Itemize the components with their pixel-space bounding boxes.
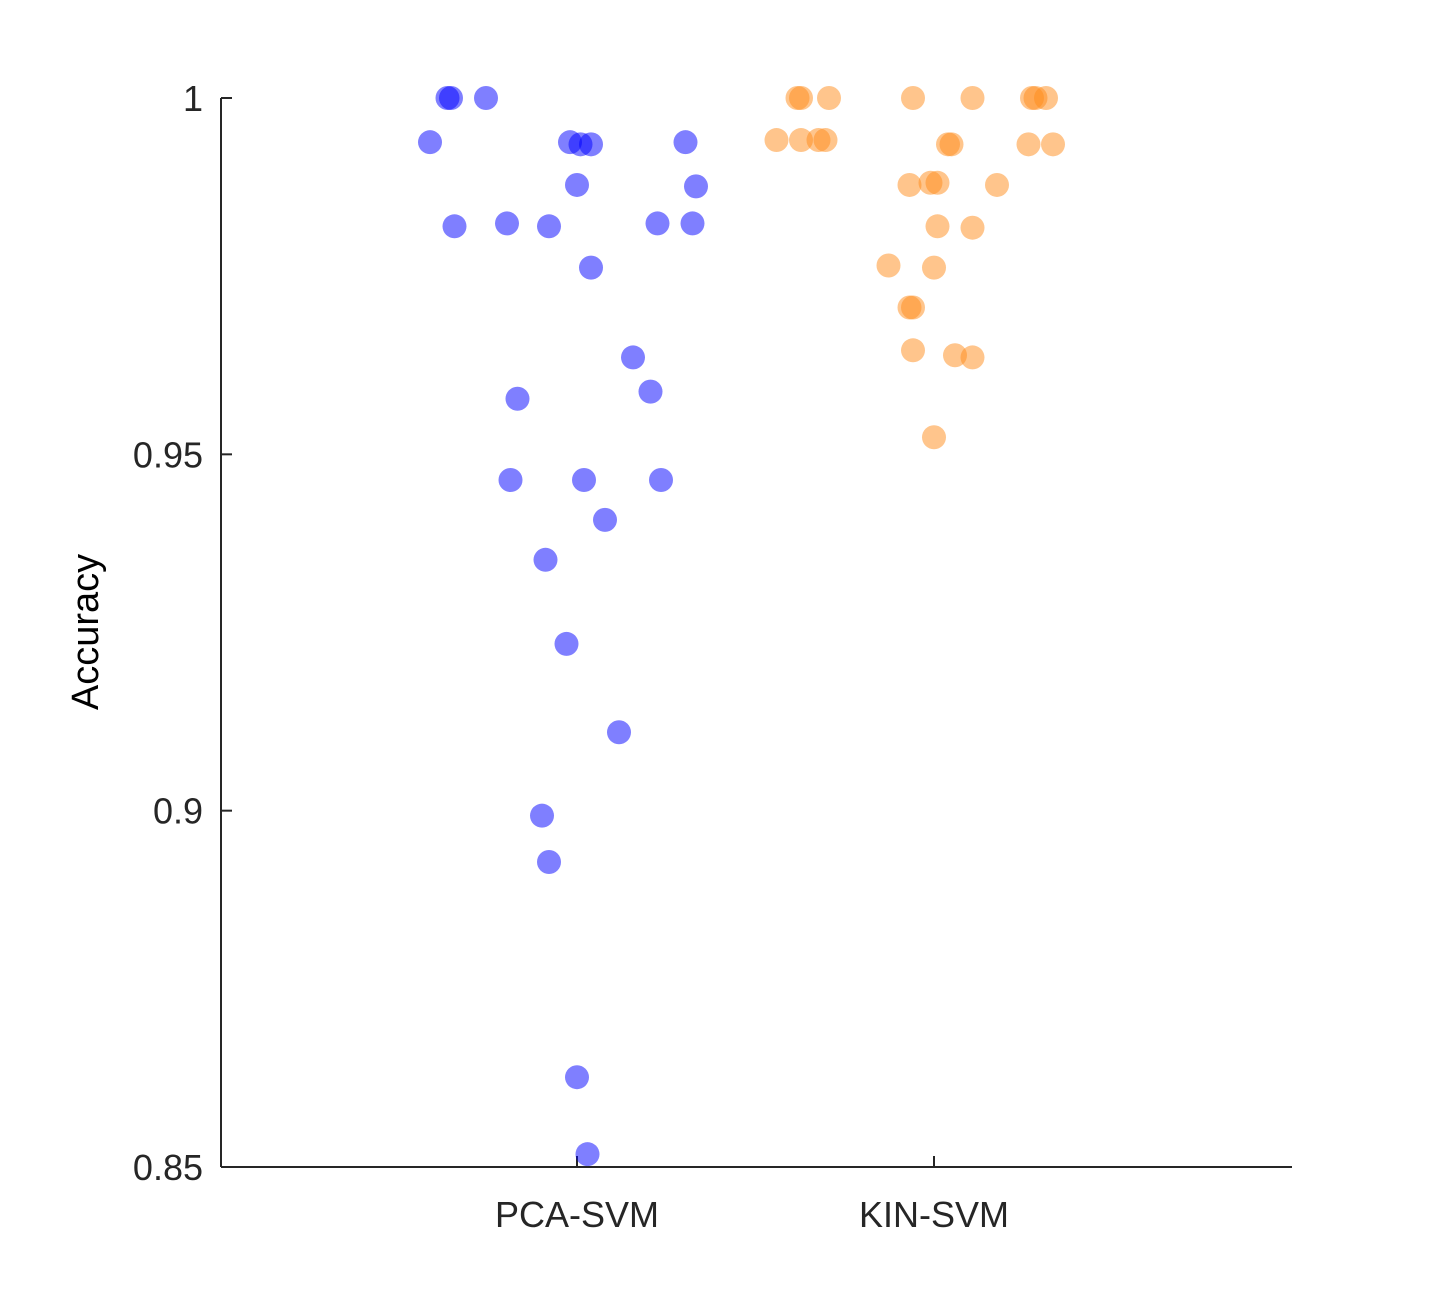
data-point-pca-svm <box>638 379 663 404</box>
y-axis-title: Accuracy <box>65 554 107 710</box>
data-point-kin-svm <box>985 172 1009 197</box>
data-point-kin-svm <box>1034 86 1058 110</box>
data-point-pca-svm <box>495 211 519 236</box>
data-point-pca-svm <box>649 467 673 492</box>
data-point-kin-svm <box>960 215 985 240</box>
data-point-kin-svm <box>1041 132 1065 157</box>
data-point-pca-svm <box>575 1142 600 1167</box>
data-point-kin-svm <box>897 172 922 197</box>
data-point-pca-svm <box>565 1065 589 1090</box>
y-tick-label: 0.9 <box>153 791 203 832</box>
y-tick-label: 0.95 <box>133 434 203 475</box>
data-point-pca-svm <box>533 547 558 572</box>
data-point-pca-svm <box>684 174 708 199</box>
data-point-pca-svm <box>565 172 589 197</box>
data-point-kin-svm <box>817 86 841 110</box>
x-tick-label-pca-svm: PCA-SVM <box>495 1194 659 1235</box>
data-point-pca-svm <box>680 211 705 236</box>
data-point-kin-svm <box>789 86 813 110</box>
axes <box>220 98 1292 1168</box>
data-point-pca-svm <box>673 130 698 155</box>
y-ticks: 0.85 0.9 0.95 1 <box>133 78 232 1188</box>
data-point-kin-svm <box>939 132 964 157</box>
data-point-pca-svm <box>439 86 463 110</box>
data-point-kin-svm <box>925 214 950 239</box>
data-point-pca-svm <box>537 849 561 874</box>
data-point-pca-svm <box>593 507 617 532</box>
data-point-kin-svm <box>960 86 985 110</box>
data-point-pca-svm <box>554 631 579 656</box>
data-point-pca-svm <box>572 467 596 492</box>
data-point-pca-svm <box>579 255 603 280</box>
x-ticks: PCA-SVM KIN-SVM <box>495 1156 1009 1235</box>
y-tick-label: 1 <box>183 78 203 119</box>
data-point-pca-svm <box>474 86 498 110</box>
data-point-kin-svm <box>876 253 901 278</box>
data-point-kin-svm <box>813 128 838 153</box>
data-point-kin-svm <box>922 425 946 450</box>
data-point-pca-svm <box>442 214 467 239</box>
data-point-kin-svm <box>901 86 925 110</box>
data-point-kin-svm <box>960 345 985 370</box>
data-point-pca-svm <box>418 130 442 155</box>
data-point-kin-svm <box>764 128 789 153</box>
data-point-pca-svm <box>621 345 645 370</box>
x-tick-label-kin-svm: KIN-SVM <box>859 1194 1009 1235</box>
data-point-kin-svm <box>925 170 950 195</box>
data-point-pca-svm <box>498 467 523 492</box>
data-point-kin-svm <box>901 338 925 363</box>
data-point-kin-svm <box>901 295 925 320</box>
y-tick-label: 0.85 <box>133 1147 203 1188</box>
data-point-kin-svm <box>789 128 813 153</box>
data-point-pca-svm <box>607 720 631 745</box>
data-point-pca-svm <box>579 132 603 157</box>
data-point-pca-svm <box>645 211 670 236</box>
data-point-kin-svm <box>1016 132 1041 157</box>
data-points <box>418 86 1065 1167</box>
data-point-pca-svm <box>530 803 554 828</box>
data-point-kin-svm <box>922 255 946 280</box>
data-point-pca-svm <box>505 386 530 411</box>
data-point-pca-svm <box>537 214 561 239</box>
data-point-kin-svm <box>943 343 967 368</box>
